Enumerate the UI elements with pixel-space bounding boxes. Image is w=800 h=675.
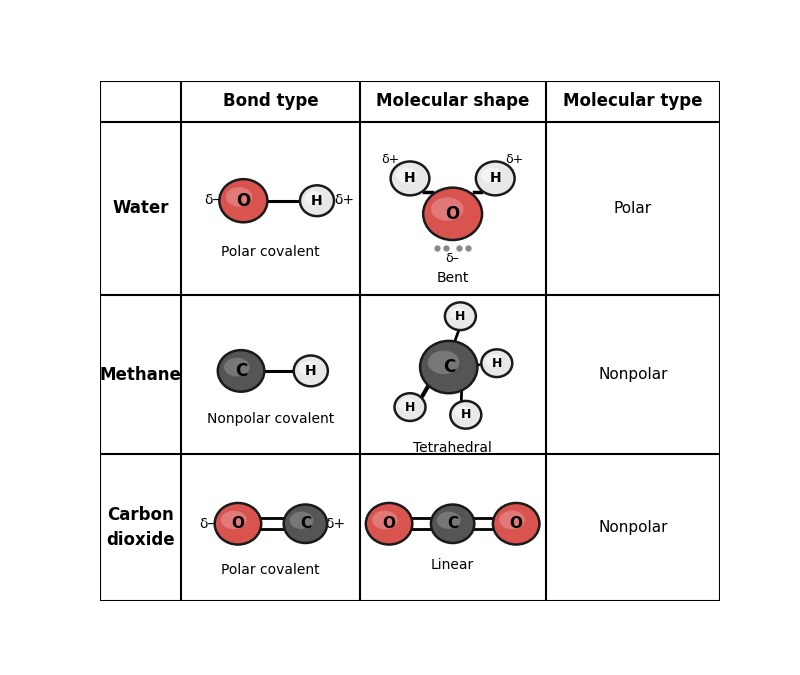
- Ellipse shape: [428, 350, 459, 374]
- Text: H: H: [492, 356, 502, 370]
- Text: δ–: δ–: [446, 252, 459, 265]
- Text: Bent: Bent: [437, 271, 469, 285]
- Text: Polar covalent: Polar covalent: [221, 245, 320, 259]
- Ellipse shape: [394, 394, 426, 421]
- Text: δ–: δ–: [199, 517, 214, 531]
- Text: Linear: Linear: [431, 558, 474, 572]
- Text: O: O: [231, 516, 245, 531]
- Ellipse shape: [431, 504, 474, 543]
- Text: δ–: δ–: [205, 193, 220, 207]
- Ellipse shape: [219, 179, 267, 222]
- Ellipse shape: [449, 308, 466, 320]
- Ellipse shape: [221, 511, 246, 529]
- Ellipse shape: [290, 512, 314, 529]
- Ellipse shape: [476, 161, 514, 195]
- Ellipse shape: [398, 398, 416, 411]
- Text: O: O: [510, 516, 522, 531]
- Text: δ+: δ+: [325, 517, 345, 531]
- Text: Molecular shape: Molecular shape: [376, 92, 530, 111]
- Text: δ+: δ+: [334, 193, 354, 207]
- Text: H: H: [461, 408, 471, 421]
- Text: O: O: [446, 205, 460, 223]
- Text: δ+: δ+: [506, 153, 524, 165]
- Text: Polar covalent: Polar covalent: [221, 563, 320, 577]
- Text: Methane: Methane: [100, 366, 182, 384]
- Text: O: O: [236, 192, 250, 210]
- Text: H: H: [455, 310, 466, 323]
- Text: C: C: [447, 516, 458, 531]
- Ellipse shape: [420, 341, 478, 394]
- Ellipse shape: [305, 191, 323, 205]
- Text: O: O: [382, 516, 395, 531]
- Text: Nonpolar: Nonpolar: [598, 520, 667, 535]
- Ellipse shape: [390, 161, 430, 195]
- Ellipse shape: [437, 512, 461, 529]
- Text: Water: Water: [113, 199, 169, 217]
- Ellipse shape: [226, 187, 252, 207]
- Text: C: C: [300, 516, 311, 531]
- Text: H: H: [490, 171, 501, 186]
- Ellipse shape: [214, 503, 262, 545]
- Text: Tetrahedral: Tetrahedral: [413, 441, 492, 455]
- Ellipse shape: [445, 302, 476, 330]
- Text: Carbon
dioxide: Carbon dioxide: [106, 506, 175, 549]
- Ellipse shape: [366, 503, 412, 545]
- Ellipse shape: [499, 511, 525, 529]
- Ellipse shape: [481, 167, 502, 183]
- Ellipse shape: [218, 350, 264, 391]
- Ellipse shape: [423, 188, 482, 240]
- Ellipse shape: [294, 356, 328, 386]
- Text: H: H: [305, 364, 317, 378]
- Text: Nonpolar covalent: Nonpolar covalent: [207, 412, 334, 426]
- Text: Molecular type: Molecular type: [563, 92, 702, 111]
- Ellipse shape: [431, 197, 463, 221]
- Ellipse shape: [450, 401, 482, 429]
- Text: H: H: [405, 400, 415, 414]
- Ellipse shape: [300, 186, 334, 216]
- Ellipse shape: [482, 350, 512, 377]
- Text: Nonpolar: Nonpolar: [598, 367, 667, 382]
- Text: C: C: [235, 362, 247, 380]
- Text: Polar: Polar: [614, 201, 652, 216]
- Ellipse shape: [372, 511, 398, 529]
- Text: H: H: [311, 194, 323, 208]
- Ellipse shape: [224, 358, 250, 377]
- Ellipse shape: [298, 361, 317, 375]
- Ellipse shape: [396, 167, 417, 183]
- Ellipse shape: [284, 504, 327, 543]
- Text: Bond type: Bond type: [222, 92, 318, 111]
- Text: C: C: [442, 358, 455, 376]
- Text: H: H: [404, 171, 416, 186]
- Ellipse shape: [454, 406, 471, 418]
- Ellipse shape: [493, 503, 539, 545]
- Text: δ+: δ+: [382, 153, 400, 165]
- Ellipse shape: [486, 354, 502, 367]
